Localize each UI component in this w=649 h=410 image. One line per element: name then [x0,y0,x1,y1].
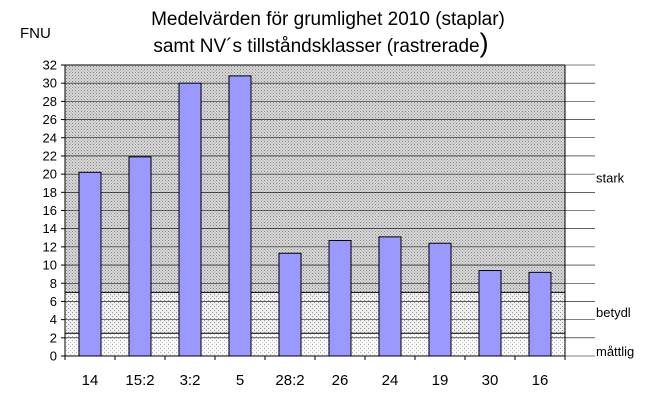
x-tick-label-4: 28:2 [275,372,304,389]
chart-subtitle-text: samt NV´s tillståndsklasser (rastrerade [153,36,479,57]
x-tick-label-3: 5 [236,372,244,389]
y-axis-unit: FNU [20,25,51,42]
class-labels: måttlig betydl stark [596,171,634,359]
x-tick-label-1: 15:2 [125,372,154,389]
x-tick-label-0: 14 [82,372,99,389]
y-tick-label-20: 20 [43,167,57,182]
y-tick-label-16: 16 [43,203,57,218]
class-label-1: betydl [596,305,631,320]
x-tick-labels: 14 15:2 3:2 5 28:2 26 24 19 30 16 [82,372,549,389]
bar-9 [528,271,552,357]
bar-8 [478,270,502,357]
y-tick-label-22: 22 [43,148,57,163]
y-tick-label-10: 10 [43,258,57,273]
chart-title: Medelvärden för grumlighet 2010 (staplar… [151,9,505,30]
bar-4 [278,252,302,357]
y-tick-label-26: 26 [43,112,57,127]
chart-subtitle: samt NV´s tillståndsklasser (rastrerade) [153,28,488,58]
bar-5 [328,240,352,357]
y-tick-label-4: 4 [50,312,57,327]
y-tick-label-0: 0 [50,349,57,364]
bar-6 [378,236,402,357]
y-tick-label-8: 8 [50,276,57,291]
x-tick-label-2: 3:2 [180,372,201,389]
y-tick-label-30: 30 [43,76,57,91]
y-tick-label-18: 18 [43,185,57,200]
bar-1 [128,156,152,357]
y-tick-label-32: 32 [43,58,57,73]
class-label-2: stark [596,171,625,186]
chart-subtitle-paren: ) [480,28,489,58]
x-tick-label-9: 16 [532,372,549,389]
y-tick-label-24: 24 [43,130,57,145]
bar-0 [78,171,102,357]
bar-3 [228,75,252,357]
y-tick-label-14: 14 [43,221,57,236]
x-tick-label-7: 19 [432,372,449,389]
class-label-0: måttlig [596,344,634,359]
x-tick-label-8: 30 [482,372,499,389]
y-tick-label-6: 6 [50,294,57,309]
y-tick-label-28: 28 [43,94,57,109]
x-tick-label-5: 26 [332,372,349,389]
x-tick-label-6: 24 [382,372,399,389]
bar-2 [178,82,202,357]
bar-7 [428,242,452,357]
y-tick-label-12: 12 [43,239,57,254]
axes [61,64,566,360]
y-tick-label-2: 2 [50,330,57,345]
